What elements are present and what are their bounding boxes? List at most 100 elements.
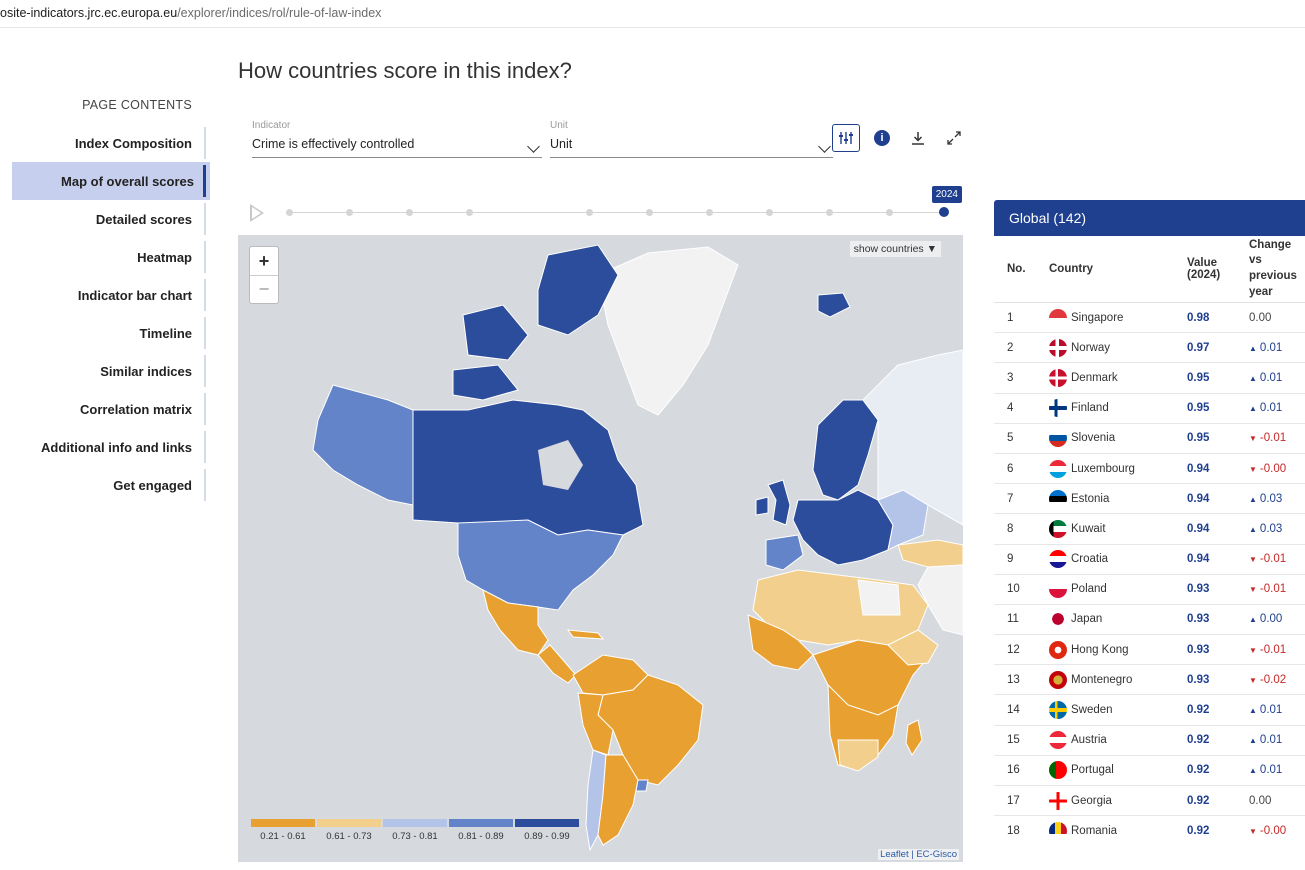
timeline-tick[interactable] [766,209,773,216]
flag-icon [1049,489,1067,508]
change-value: -0.01 [1259,432,1287,445]
change-cell: ▲ 0.00 [1249,613,1305,625]
table-row[interactable]: 17 Georgia 0.92 0.00 [994,786,1305,817]
col-header-country[interactable]: Country [1049,263,1094,275]
sidebar-item-correlation-matrix[interactable]: Correlation matrix [0,390,210,428]
change-value: 0.01 [1259,764,1283,777]
table-row[interactable]: 5 Slovenia 0.95 ▼ -0.01 [994,424,1305,454]
map-russia [862,349,963,526]
value-cell: 0.94 [1187,553,1210,566]
table-row[interactable]: 10 Poland 0.93 ▼ -0.01 [994,575,1305,605]
flag-icon [1049,701,1067,720]
table-row[interactable]: 1 Singapore 0.98 0.00 [994,303,1305,334]
table-row[interactable]: 18 Romania 0.92 ▼ -0.00 [994,816,1305,834]
map-attribution[interactable]: Leaflet | EC-Gisco [878,849,959,860]
country-name: Montenegro [1071,673,1133,686]
value-cell: 0.92 [1187,704,1210,717]
rank-cell: 18 [1007,824,1020,834]
info-icon[interactable]: i [868,124,896,152]
timeline-tick[interactable] [586,209,593,216]
table-row[interactable]: 4 Finland 0.95 ▲ 0.01 [994,394,1305,424]
timeline-tick[interactable] [826,209,833,216]
sidebar-item-similar-indices[interactable]: Similar indices [0,352,210,390]
year-timeline[interactable]: 2024 [250,186,962,226]
zoom-in-button[interactable]: + [258,250,270,271]
table-row[interactable]: 14 Sweden 0.92 ▲ 0.01 [994,695,1305,726]
sidebar-item-indicator-bar-chart[interactable]: Indicator bar chart [0,276,210,314]
table-row[interactable]: 11 Japan 0.93 ▲ 0.00 [994,605,1305,636]
sidebar-item-additional-info-and-links[interactable]: Additional info and links [0,428,210,466]
sidebar-item-get-engaged[interactable]: Get engaged [0,466,210,504]
choropleth-map[interactable]: + − show countries ▼ 0.21 - 0.61 0.61 - 0… [238,235,963,862]
unit-select[interactable]: Unit Unit [550,120,833,158]
timeline-tick[interactable] [286,209,293,216]
country-cell: Poland [1049,580,1187,599]
indicator-select[interactable]: Indicator Crime is effectively controlle… [252,120,542,158]
rank-cell: 5 [1007,432,1014,445]
map-mexico [482,589,549,656]
url-text[interactable]: osite-indicators.jrc.ec.europa.eu/explor… [0,6,381,20]
sidebar-item-heatmap[interactable]: Heatmap [0,238,210,276]
table-row[interactable]: 12 Hong Kong 0.93 ▼ -0.01 [994,635,1305,666]
triangle-up-icon: ▲ [1249,404,1257,414]
rank-cell: 13 [1007,673,1020,686]
col-header-value[interactable]: Value (2024) [1187,257,1221,281]
expand-icon[interactable] [940,124,968,152]
legend-swatch [383,819,447,827]
value-cell: 0.93 [1187,613,1210,626]
change-cell: ▲ 0.01 [1249,734,1305,746]
timeline-tick[interactable] [466,209,473,216]
zoom-out-button[interactable]: − [250,275,278,303]
table-row[interactable]: 8 Kuwait 0.94 ▲ 0.03 [994,514,1305,545]
change-value: 0.01 [1259,371,1283,384]
section-heading: How countries score in this index? [238,58,572,83]
triangle-down-icon: ▼ [1249,675,1257,685]
timeline-tick[interactable] [886,209,893,216]
country-cell: Hong Kong [1049,640,1187,659]
unit-value: Unit [550,137,573,151]
show-countries-dropdown[interactable]: show countries ▼ [849,241,941,257]
sidebar-item-map-of-overall-scores[interactable]: Map of overall scores [12,162,210,200]
country-cell: Montenegro [1049,670,1187,689]
sliders-icon[interactable] [832,124,860,152]
table-row[interactable]: 13 Montenegro 0.93 ▼ -0.02 [994,665,1305,696]
map-canada [412,399,644,536]
col-header-change[interactable]: Change vs previous year [1249,238,1297,298]
download-icon[interactable] [904,124,932,152]
timeline-tick[interactable] [706,209,713,216]
address-bar[interactable]: osite-indicators.jrc.ec.europa.eu/explor… [0,0,1305,28]
change-value: -0.01 [1259,583,1287,596]
country-cell: Sweden [1049,701,1187,720]
value-cell: 0.95 [1187,402,1210,415]
indicator-value: Crime is effectively controlled [252,137,415,151]
country-name: Denmark [1071,371,1118,384]
timeline-tick[interactable] [346,209,353,216]
change-value: 0.00 [1249,794,1272,807]
change-cell: ▲ 0.01 [1249,402,1305,414]
triangle-up-icon: ▲ [1249,615,1257,625]
sidebar-item-index-composition[interactable]: Index Composition [0,124,210,162]
sidebar-item-timeline[interactable]: Timeline [0,314,210,352]
value-cell: 0.94 [1187,522,1210,535]
country-name: Luxembourg [1071,462,1135,475]
map-alaska [312,384,414,506]
map-egypt [857,579,901,616]
table-row[interactable]: 2 Norway 0.97 ▲ 0.01 [994,333,1305,364]
table-row[interactable]: 3 Denmark 0.95 ▲ 0.01 [994,363,1305,394]
table-row[interactable]: 6 Luxembourg 0.94 ▼ -0.00 [994,454,1305,485]
timeline-handle[interactable] [939,207,949,217]
table-row[interactable]: 16 Portugal 0.92 ▲ 0.01 [994,756,1305,786]
col-header-no[interactable]: No. [1007,263,1026,275]
country-name: Singapore [1071,311,1124,324]
rank-cell: 8 [1007,522,1014,535]
play-icon[interactable] [250,204,264,222]
table-row[interactable]: 9 Croatia 0.94 ▼ -0.01 [994,545,1305,575]
timeline-tick[interactable] [646,209,653,216]
sidebar-item-detailed-scores[interactable]: Detailed scores [0,200,210,238]
timeline-tick[interactable] [406,209,413,216]
chevron-down-icon: ▼ [926,243,937,255]
table-row[interactable]: 15 Austria 0.92 ▲ 0.01 [994,726,1305,756]
change-cell: ▲ 0.01 [1249,342,1305,354]
legend-item: 0.89 - 0.99 [515,819,579,842]
table-row[interactable]: 7 Estonia 0.94 ▲ 0.03 [994,484,1305,515]
